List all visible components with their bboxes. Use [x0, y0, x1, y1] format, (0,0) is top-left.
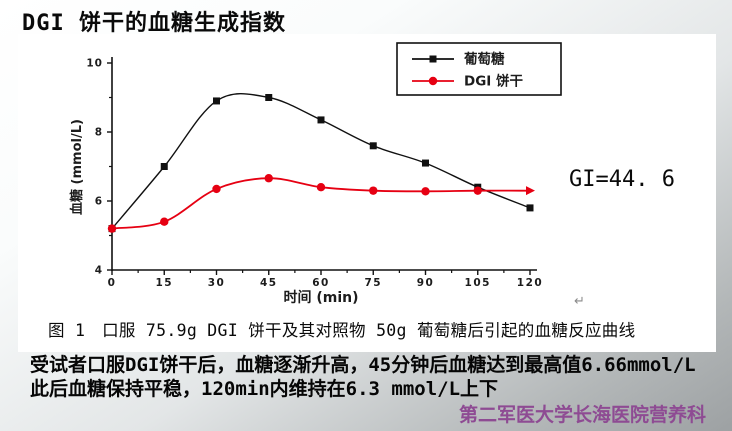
svg-text:120: 120 [517, 277, 543, 289]
svg-text:0: 0 [108, 277, 117, 289]
glucose-response-chart: 0 15 30 45 60 75 90 105 120 4 6 8 10 时间 (min) 血糖 (mmol… [69, 42, 562, 306]
svg-text:30: 30 [208, 277, 226, 289]
svg-text:血糖 (mmol/L): 血糖 (mmol/L) [69, 119, 85, 215]
svg-text:90: 90 [417, 277, 435, 289]
body-line-2: 此后血糖保持平稳，120min内维持在6.3 mmol/L上下 [30, 378, 499, 400]
svg-text:葡萄糖: 葡萄糖 [463, 51, 505, 68]
svg-text:45: 45 [260, 277, 278, 289]
footer-affiliation: 第二军医大学长海医院营养科 [458, 404, 706, 426]
body-line-1: 受试者口服DGI饼干后，血糖逐渐升高，45分钟后血糖达到最高值6.66mmol/… [30, 354, 696, 376]
figure-panel: 0 15 30 45 60 75 90 105 120 4 6 8 10 时间 (min) 血糖 (mmol… [18, 34, 716, 352]
paragraph-return-icon: ↵ [574, 294, 585, 309]
svg-text:时间 (min): 时间 (min) [283, 289, 358, 306]
gi-value-label: GI=44. 6 [569, 167, 675, 192]
svg-text:10: 10 [86, 58, 103, 70]
figure-caption: 图 1 口服 75.9g DGI 饼干及其对照物 50g 葡萄糖后引起的血糖反应… [48, 321, 636, 340]
svg-text:DGI 饼干: DGI 饼干 [464, 73, 524, 90]
slide-title: DGI 饼干的血糖生成指数 [22, 11, 286, 36]
svg-text:4: 4 [95, 265, 103, 277]
svg-text:6: 6 [95, 196, 103, 208]
body-text: 受试者口服DGI饼干后，血糖逐渐升高，45分钟后血糖达到最高值6.66mmol/… [30, 353, 696, 401]
svg-text:60: 60 [312, 277, 330, 289]
svg-text:105: 105 [465, 277, 491, 289]
svg-text:15: 15 [155, 277, 173, 289]
svg-text:75: 75 [364, 277, 382, 289]
svg-text:8: 8 [95, 127, 103, 139]
